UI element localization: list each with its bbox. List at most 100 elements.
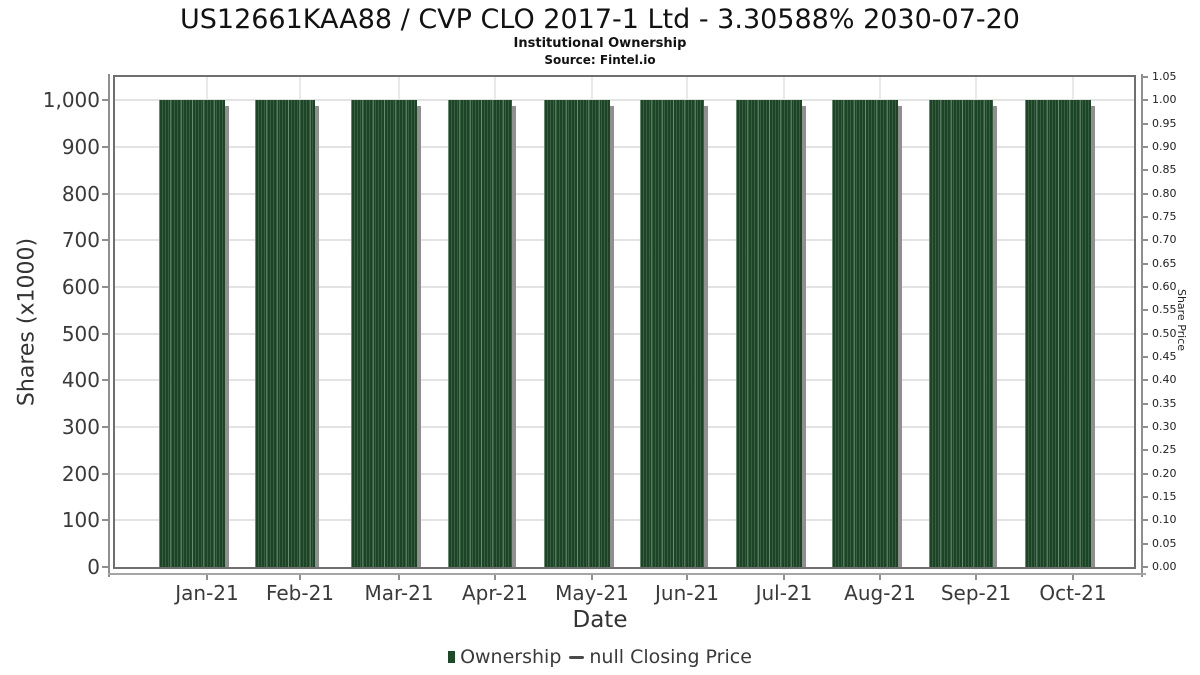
right-axis-tick-label: 0.85 — [1152, 163, 1177, 177]
gridline — [115, 192, 1134, 195]
legend-item-closing-price[interactable]: null Closing Price — [569, 646, 752, 668]
gridline — [115, 519, 1134, 522]
bar-Feb-21[interactable] — [255, 100, 319, 567]
right-axis-tick-label: 0.00 — [1152, 560, 1177, 573]
x-axis-tick-label: Jan-21 — [175, 581, 239, 605]
y-axis-tick-label: 300 — [61, 415, 100, 439]
y-axis-tick-label: 100 — [61, 508, 100, 533]
bar-Sep-21[interactable] — [929, 100, 997, 567]
bar-Apr-21[interactable] — [448, 100, 516, 567]
x-axis-tick — [783, 575, 785, 580]
right-axis-tick-label: 0.75 — [1152, 210, 1177, 223]
right-axis-tick — [1143, 169, 1148, 172]
right-axis-tick — [1143, 309, 1148, 312]
y-axis-tick — [102, 286, 108, 288]
right-axis-tick — [1143, 262, 1148, 265]
y-axis-tick — [102, 146, 108, 148]
x-axis-tick-label: Mar-21 — [364, 581, 434, 605]
x-axis-tick — [879, 575, 881, 580]
right-axis-tick-label: 0.15 — [1152, 490, 1177, 503]
x-axis-tick — [494, 575, 496, 580]
right-axis-tick-label: 0.50 — [1152, 326, 1177, 340]
right-axis-tick-label: 1.00 — [1152, 93, 1177, 107]
bar-May-21[interactable] — [544, 100, 614, 567]
right-axis-tick — [1143, 472, 1148, 475]
gridline — [115, 472, 1134, 475]
bar-Aug-21[interactable] — [832, 100, 902, 567]
gridline — [115, 426, 1134, 428]
y-axis-tick — [102, 379, 108, 382]
right-axis-tick-label: 0.70 — [1152, 233, 1177, 247]
x-axis-tick — [686, 575, 688, 580]
chart-title: US12661KAA88 / CVP CLO 2017-1 Ltd - 3.30… — [180, 4, 1020, 35]
right-axis-tick — [1143, 426, 1148, 428]
right-axis-tick — [1143, 519, 1148, 522]
y-axis-tick — [102, 332, 108, 335]
right-axis-tick — [1143, 76, 1148, 78]
right-axis-tick-label: 0.20 — [1152, 466, 1177, 480]
right-axis-tick-label: 0.60 — [1152, 280, 1177, 293]
right-axis-tick-label: 0.95 — [1152, 116, 1177, 130]
right-axis-tick-label: 1.05 — [1152, 70, 1177, 83]
bar-Jul-21[interactable] — [736, 100, 806, 567]
x-axis-tick — [591, 575, 593, 580]
right-axis-tick — [1143, 542, 1148, 545]
x-axis-line — [108, 573, 1146, 575]
gridline — [115, 286, 1134, 288]
x-axis-tick-label: Apr-21 — [462, 581, 528, 605]
right-axis-tick-label: 0.30 — [1152, 420, 1177, 433]
y-axis-tick — [102, 472, 108, 475]
legend: Ownership null Closing Price — [0, 646, 1200, 668]
y-axis-tick — [102, 566, 108, 568]
plot-area — [113, 75, 1136, 569]
chart-source: Source: Fintel.io — [544, 53, 656, 67]
gridline — [115, 379, 1134, 382]
ownership-bar-swatch-icon — [448, 651, 456, 663]
right-axis-tick-label: 0.65 — [1152, 256, 1177, 270]
x-axis-tick — [299, 575, 301, 580]
legend-label: null Closing Price — [589, 646, 752, 668]
right-axis-tick-label: 0.55 — [1152, 303, 1177, 317]
y-axis-tick — [102, 239, 108, 242]
bar-Mar-21[interactable] — [351, 100, 421, 567]
right-axis-tick — [1143, 449, 1148, 452]
right-axis-tick — [1143, 239, 1148, 242]
gridline — [115, 239, 1134, 242]
y-axis-tick-label: 900 — [61, 135, 100, 159]
x-axis-tick-label: Jul-21 — [755, 581, 813, 605]
right-axis-tick — [1143, 402, 1148, 405]
y-axis-tick-label: 700 — [61, 228, 100, 253]
right-axis-tick — [1143, 122, 1148, 125]
bar-Jun-21[interactable] — [640, 100, 708, 567]
x-axis-tick — [1072, 575, 1074, 580]
right-axis-tick-label: 0.80 — [1152, 186, 1177, 200]
right-axis-tick — [1143, 99, 1148, 102]
x-axis-tick — [206, 575, 208, 580]
bar-Oct-21[interactable] — [1025, 100, 1095, 567]
x-axis-tick-label: Oct-21 — [1039, 581, 1107, 605]
y-axis-tick — [102, 99, 108, 102]
y-axis-tick — [102, 192, 108, 195]
right-axis-tick-label: 0.35 — [1152, 396, 1177, 410]
y-axis-tick-label: 200 — [61, 461, 100, 486]
right-axis-tick — [1143, 192, 1148, 195]
x-axis-tick-label: Jun-21 — [655, 581, 719, 605]
right-axis-tick — [1143, 356, 1148, 358]
legend-item-ownership[interactable]: Ownership — [448, 646, 561, 668]
x-axis-tick — [975, 575, 977, 580]
y-axis-tick-label: 500 — [61, 321, 100, 346]
bar-Jan-21[interactable] — [159, 100, 229, 567]
y-axis-tick-label: 1,000 — [42, 88, 100, 113]
x-axis-tick-label: Sep-21 — [940, 581, 1012, 605]
right-axis-tick — [1143, 286, 1148, 288]
gridline — [115, 99, 1134, 102]
y-axis-tick — [102, 519, 108, 522]
legend-label: Ownership — [460, 646, 562, 668]
right-axis-tick — [1143, 379, 1148, 382]
right-axis-tick-label: 0.40 — [1152, 373, 1177, 387]
y-axis-tick-label: 400 — [61, 368, 100, 393]
closing-price-line-swatch-icon — [569, 655, 585, 659]
right-axis-tick-label: 0.25 — [1152, 443, 1177, 457]
y-axis-tick-label: 600 — [61, 275, 100, 299]
